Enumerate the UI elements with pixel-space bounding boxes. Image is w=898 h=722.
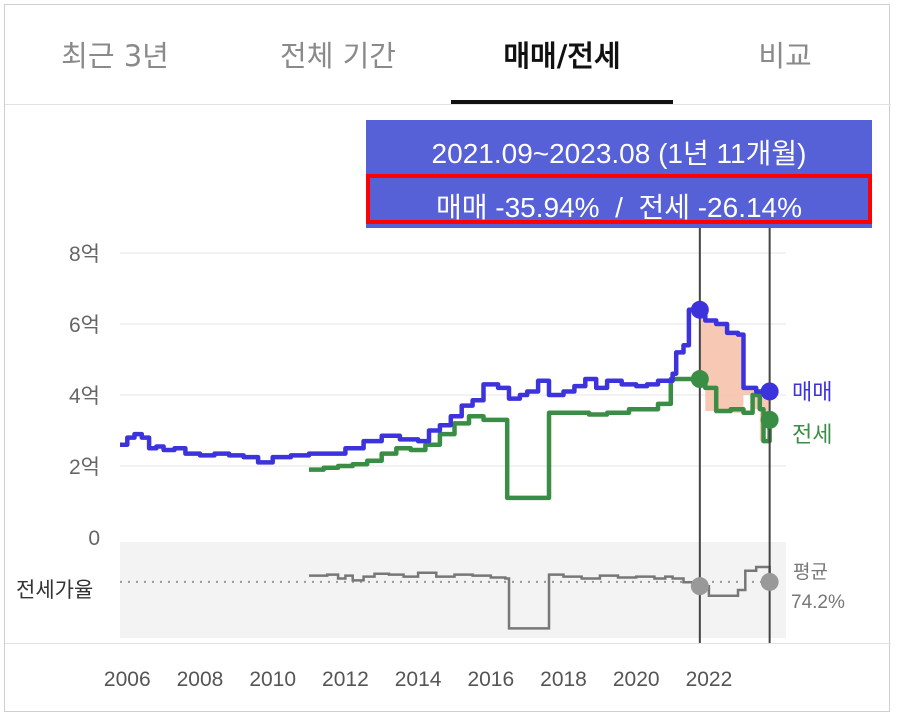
- sale-end-marker: [760, 382, 779, 401]
- jeonse-line: [309, 376, 772, 501]
- y-tick-label: 6억: [69, 314, 100, 337]
- sale-line: [120, 307, 770, 465]
- ratio-panel-label: 전세가율: [16, 578, 93, 602]
- tooltip-period: 2021.09~2023.08 (1년 11개월): [431, 138, 807, 169]
- y-tick-label: 8억: [69, 243, 100, 266]
- tab-bar: 최근 3년 전체 기간 매매/전세 비교: [5, 5, 891, 105]
- x-tick-label: 2006: [104, 668, 151, 691]
- jeonse-series-label: 전세: [792, 423, 832, 448]
- ratio-average-value: 74.2%: [791, 592, 845, 613]
- ratio-average-label: 평균: [793, 561, 828, 583]
- highlight-range-fill: [699, 309, 770, 442]
- x-tick-label: 2016: [467, 668, 514, 691]
- x-tick-label: 2012: [322, 668, 369, 691]
- range-tooltip: 2021.09~2023.08 (1년 11개월) 매매 -35.94% / 전…: [366, 120, 872, 228]
- sale-series-label: 매매: [792, 380, 832, 405]
- sale-start-marker: [690, 300, 709, 319]
- tab-compare[interactable]: 비교: [758, 39, 812, 73]
- x-tick-label: 2022: [686, 668, 733, 691]
- tab-all-period[interactable]: 전체 기간: [280, 39, 396, 73]
- ratio-panel-background: [120, 542, 786, 638]
- x-tick-label: 2008: [177, 668, 224, 691]
- ratio-start-marker: [690, 577, 709, 596]
- x-tick-label: 2014: [395, 668, 442, 691]
- jeonse-start-marker: [690, 370, 709, 389]
- tab-recent-3-years[interactable]: 최근 3년: [61, 39, 169, 73]
- y-tick-label: 2억: [69, 456, 100, 479]
- tab-sale-jeonse[interactable]: 매매/전세: [503, 39, 621, 73]
- x-tick-label: 2010: [249, 668, 296, 691]
- x-tick-label: 2020: [613, 668, 660, 691]
- jeonse-end-marker: [760, 410, 779, 429]
- ratio-average-marker: [760, 572, 779, 591]
- tooltip-change: 매매 -35.94% / 전세 -26.14%: [435, 192, 803, 223]
- y-tick-label: 4억: [69, 385, 100, 408]
- change-highlight-box: 매매 -35.94% / 전세 -26.14%: [366, 174, 872, 224]
- x-tick-label: 2018: [540, 668, 587, 691]
- x-axis-divider: [5, 643, 891, 644]
- active-tab-indicator: [451, 100, 673, 104]
- y-tick-label: 0: [88, 527, 100, 550]
